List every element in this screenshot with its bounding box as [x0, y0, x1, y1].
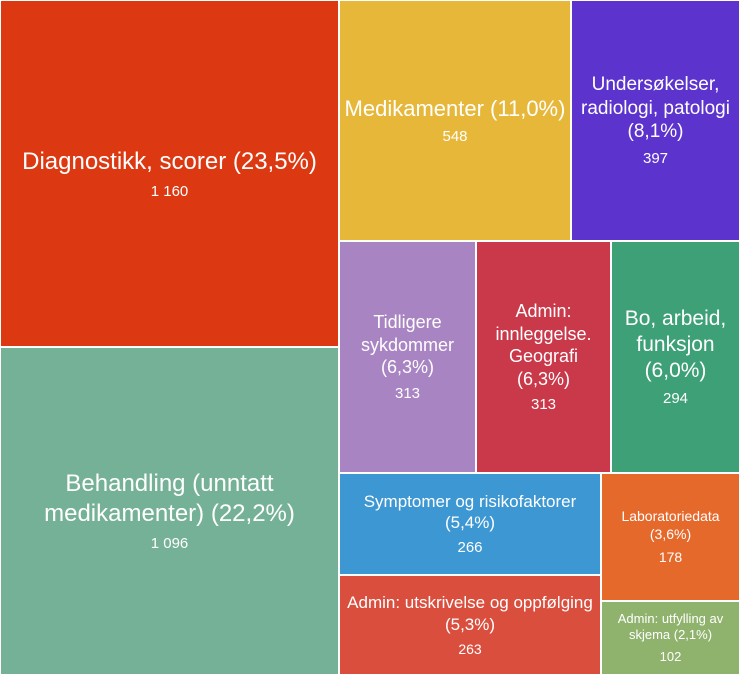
cell-title: Behandling (unntatt medikamenter) (22,2%…: [5, 469, 334, 529]
cell-title: Admin: utfylling av skjema (2,1%): [606, 611, 735, 644]
treemap-cell-behandling[interactable]: Behandling (unntatt medikamenter) (22,2%…: [0, 347, 339, 675]
cell-title: Laboratoriedata (3,6%): [606, 508, 735, 543]
treemap-chart: Diagnostikk, scorer (23,5%) 1 160 Behandli…: [0, 0, 740, 675]
treemap-cell-symptomer[interactable]: Symptomer og risikofaktorer (5,4%) 266: [339, 473, 601, 575]
cell-title: Medikamenter (11,0%): [345, 95, 566, 123]
cell-value: 313: [531, 396, 556, 414]
cell-value: 1 160: [151, 183, 189, 201]
cell-title: Admin: utskrivelse og oppfølging (5,3%): [344, 592, 596, 635]
cell-value: 178: [659, 549, 682, 566]
cell-value: 102: [660, 649, 682, 665]
cell-title: Diagnostikk, scorer (23,5%): [22, 147, 317, 177]
cell-title: Undersøkelser, radiologi, patologi (8,1%…: [576, 73, 735, 144]
cell-value: 294: [663, 390, 688, 408]
cell-value: 1 096: [151, 535, 189, 553]
treemap-cell-tidligere[interactable]: Tidligere sykdommer (6,3%) 313: [339, 241, 476, 473]
cell-title: Bo, arbeid, funksjon (6,0%): [616, 306, 735, 385]
treemap-cell-admin_innleggelse[interactable]: Admin: innleggelse. Geografi (6,3%) 313: [476, 241, 611, 473]
cell-title: Admin: innleggelse. Geografi (6,3%): [481, 300, 606, 390]
treemap-cell-diagnostikk[interactable]: Diagnostikk, scorer (23,5%) 1 160: [0, 0, 339, 347]
cell-value: 397: [643, 150, 668, 168]
cell-title: Tidligere sykdommer (6,3%): [344, 311, 471, 379]
treemap-cell-laboratoriedata[interactable]: Laboratoriedata (3,6%) 178: [601, 473, 740, 601]
cell-value: 263: [458, 641, 481, 658]
cell-value: 548: [442, 128, 467, 146]
treemap-cell-undersokelser[interactable]: Undersøkelser, radiologi, patologi (8,1%…: [571, 0, 740, 241]
treemap-cell-admin_utskrivelse[interactable]: Admin: utskrivelse og oppfølging (5,3%) 2…: [339, 575, 601, 675]
cell-value: 266: [457, 539, 482, 557]
treemap-cell-medikamenter[interactable]: Medikamenter (11,0%) 548: [339, 0, 571, 241]
cell-value: 313: [395, 385, 420, 403]
treemap-cell-bo_arbeid[interactable]: Bo, arbeid, funksjon (6,0%) 294: [611, 241, 740, 473]
treemap-cell-admin_utfylling[interactable]: Admin: utfylling av skjema (2,1%) 102: [601, 601, 740, 675]
cell-title: Symptomer og risikofaktorer (5,4%): [344, 491, 596, 534]
